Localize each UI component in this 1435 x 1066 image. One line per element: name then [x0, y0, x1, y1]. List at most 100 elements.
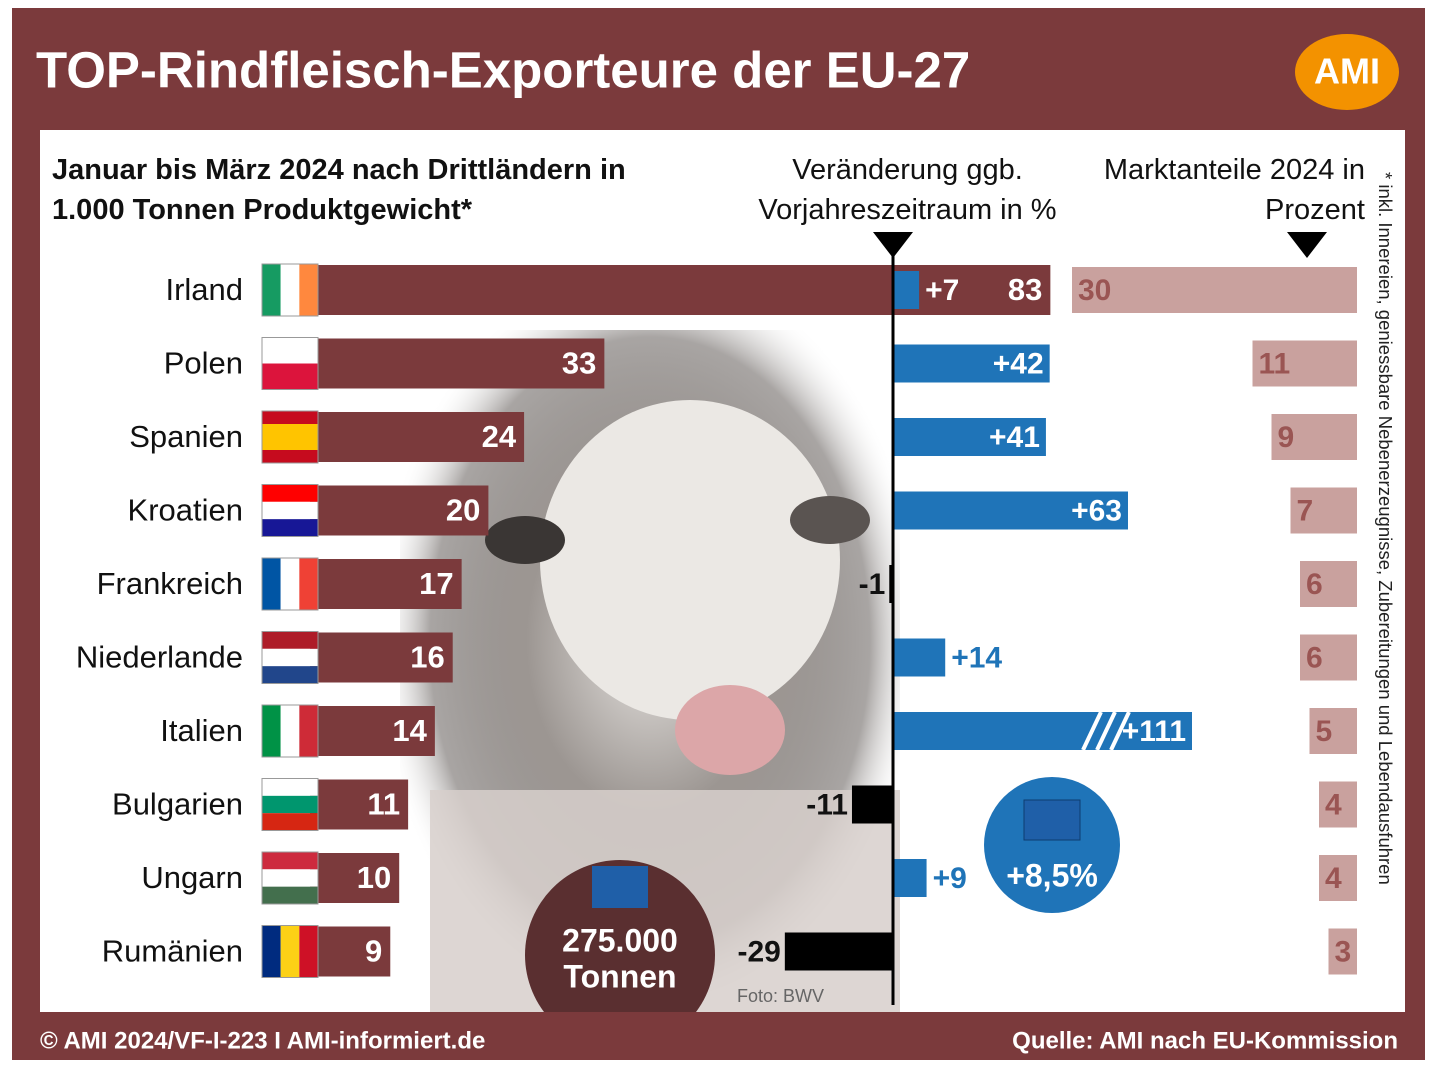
- category-label: Irland: [165, 272, 243, 307]
- value-label: 3: [1335, 935, 1352, 968]
- flag-stripe: [262, 648, 318, 667]
- flag-stripe: [299, 558, 318, 610]
- flag-stripe: [299, 705, 318, 757]
- flag-border: [261, 778, 319, 831]
- value-label: 10: [357, 860, 391, 895]
- bar: [310, 559, 462, 609]
- flag-stripe: [262, 813, 318, 831]
- flag-stripe: [262, 264, 281, 316]
- bar: [310, 632, 453, 683]
- flag-stripe: [262, 484, 318, 502]
- category-label: Spanien: [129, 419, 243, 454]
- value-label: 4: [1325, 788, 1342, 821]
- series-header: Januar bis März 2024 nach Drittländern i…: [52, 154, 626, 226]
- axis-break: [1109, 711, 1131, 751]
- flag-border: [261, 631, 319, 684]
- flag-stripe: [262, 705, 281, 757]
- logo-text: AMI: [1314, 51, 1380, 92]
- bar: [893, 859, 927, 897]
- flag-stripe: [262, 363, 318, 390]
- bar: [1271, 414, 1357, 460]
- value-label: 33: [562, 346, 596, 381]
- flag-border: [261, 704, 319, 758]
- bar: [310, 485, 489, 536]
- flag-stripe: [280, 558, 300, 610]
- value-label: +41: [989, 421, 1040, 454]
- category-label: Polen: [164, 346, 243, 381]
- value-label: 7: [1297, 494, 1314, 527]
- bar: [893, 491, 1128, 530]
- value-label: -29: [737, 935, 780, 968]
- series-header: Marktanteile 2024 in Prozent: [1103, 154, 1365, 226]
- bar: [1309, 708, 1357, 754]
- value-label: +7: [925, 274, 959, 307]
- bar: [310, 412, 525, 462]
- flag-border: [261, 851, 319, 905]
- bar: [893, 638, 946, 677]
- bar: [1319, 781, 1357, 828]
- flag-border: [261, 410, 319, 464]
- axis-break: [1081, 711, 1103, 751]
- bar: [1072, 267, 1357, 313]
- value-label: 16: [410, 640, 444, 675]
- flag-stripe: [262, 666, 318, 684]
- value-label: 20: [446, 493, 480, 528]
- flag-stripe: [280, 925, 300, 978]
- value-label: 6: [1306, 568, 1323, 601]
- bar: [310, 338, 605, 389]
- logo: [1295, 34, 1399, 110]
- flag-stripe: [262, 869, 318, 887]
- bar: [851, 785, 893, 824]
- flag-stripe: [262, 450, 318, 463]
- total-circle: [525, 860, 715, 1012]
- eu-change-label: +8,5%: [1006, 857, 1098, 893]
- bar: [893, 271, 920, 309]
- flag-stripe: [262, 795, 318, 814]
- bar: [1319, 855, 1357, 901]
- flag-stripe: [262, 778, 318, 796]
- bar: [1300, 561, 1357, 607]
- flag-border: [261, 925, 319, 978]
- value-label: 17: [419, 566, 453, 601]
- bar: [1328, 928, 1357, 975]
- value-label: 6: [1306, 641, 1323, 674]
- flag-stripe: [262, 411, 318, 424]
- value-label: 24: [482, 419, 517, 454]
- cow-ear: [485, 516, 565, 564]
- bar: [310, 706, 435, 756]
- bar: [1290, 487, 1357, 534]
- flag-border: [261, 557, 319, 611]
- flag-stripe: [262, 852, 318, 870]
- value-label: +42: [993, 347, 1044, 380]
- value-label: 14: [392, 713, 427, 748]
- bar: [893, 418, 1046, 456]
- bar: [893, 712, 1192, 750]
- value-label: 9: [365, 934, 382, 969]
- category-label: Ungarn: [141, 860, 243, 895]
- category-label: Frankreich: [97, 566, 243, 601]
- flag-stripe: [280, 264, 300, 316]
- value-label: 11: [367, 787, 400, 822]
- flag-border: [261, 263, 319, 317]
- bar: [889, 565, 893, 603]
- eu-change-circle: [984, 777, 1120, 913]
- series-header: Veränderung ggb. Vorjahreszeitraum in %: [758, 154, 1057, 226]
- flag-border: [261, 337, 319, 390]
- flag-stripe: [262, 925, 281, 978]
- value-label: 30: [1078, 274, 1111, 307]
- cow-ear: [790, 496, 870, 544]
- category-label: Kroatien: [128, 493, 243, 528]
- value-label: +63: [1071, 494, 1122, 527]
- flag-stripe: [262, 424, 318, 450]
- bar: [1300, 634, 1357, 681]
- value-label: +9: [933, 862, 967, 895]
- value-label: 9: [1278, 421, 1295, 454]
- value-label: 5: [1316, 715, 1333, 748]
- flag-stripe: [299, 264, 318, 316]
- value-label: 4: [1325, 862, 1342, 895]
- value-label: +111: [1122, 715, 1186, 748]
- arrow: [1287, 232, 1327, 258]
- bar: [310, 926, 391, 977]
